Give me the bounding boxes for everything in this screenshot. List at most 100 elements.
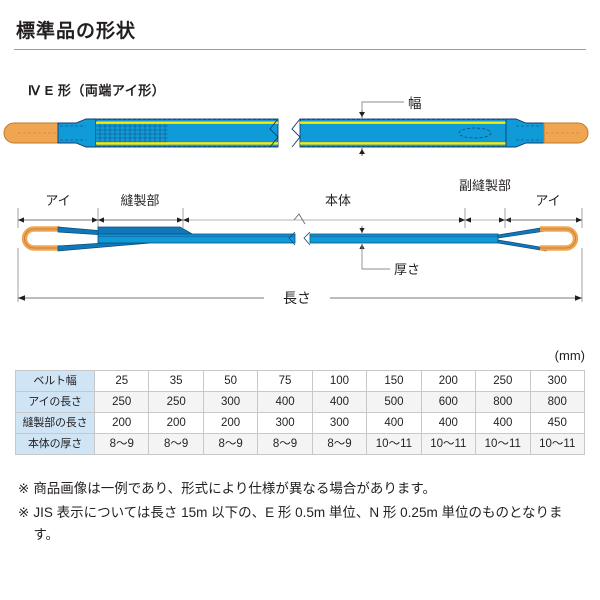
title-divider: [14, 49, 586, 50]
side-body-left-hl: [98, 235, 295, 238]
cell: 100: [311, 370, 368, 392]
dim-arrow-body-a: [183, 217, 189, 223]
thickness-arrow-top: [359, 228, 365, 233]
label-sub-sewn: 副縫製部: [459, 178, 511, 193]
cell: 450: [529, 412, 585, 434]
cell: 800: [529, 391, 585, 413]
row-header-belt-width: ベルト幅: [15, 370, 95, 392]
side-break-left: [288, 231, 296, 246]
length-label: 長さ: [283, 290, 311, 306]
cell: 300: [257, 412, 313, 434]
elevation-view: アイ 縫製部 本体 副縫製部 アイ: [17, 178, 583, 306]
cell: 800: [475, 391, 531, 413]
cell: 75: [257, 370, 313, 392]
plan-view: 幅: [3, 96, 589, 156]
cell: 400: [475, 412, 531, 434]
thickness-label: 厚さ: [394, 262, 420, 277]
table-row: アイの長さ 250 250 300 400 400 500 600 800 80…: [15, 391, 585, 413]
dim-arrow-sewn-a: [98, 217, 104, 223]
plan-stripe-bottom-right: [300, 142, 506, 145]
cell: 300: [311, 412, 368, 434]
plan-stitch-stripe-top: [96, 121, 168, 124]
cell: 8〜9: [148, 433, 204, 455]
cell: 8〜9: [202, 433, 259, 455]
side-right-eye-outline: [540, 228, 576, 249]
plan-webbing-right-seam: [302, 119, 504, 147]
length-arrow-left: [18, 295, 25, 301]
cell: 200: [148, 412, 204, 434]
dim-extension-lines: [17, 208, 583, 228]
plan-stitch-stripe-bottom: [96, 142, 168, 145]
plan-right-taper-seam: [516, 125, 542, 141]
cell: 50: [202, 370, 259, 392]
cell: 300: [529, 370, 585, 392]
note-mark-icon: ※: [18, 504, 30, 520]
plan-break-left: [269, 118, 279, 148]
cell: 500: [366, 391, 422, 413]
label-body: 本体: [325, 193, 351, 208]
cell: 8〜9: [311, 433, 368, 455]
label-eye-left: アイ: [45, 193, 70, 208]
cell: 250: [475, 370, 531, 392]
section-subtitle: Ⅳ E 形（両端アイ形）: [28, 83, 166, 98]
cell: 150: [366, 370, 422, 392]
cell: 250: [148, 391, 204, 413]
dim-arrow-sewn-b: [177, 217, 183, 223]
plan-break-right: [291, 118, 301, 148]
cell: 400: [257, 391, 313, 413]
dim-arrow-eye-right: [576, 217, 582, 223]
side-left-eye-outline: [24, 228, 60, 249]
cell: 200: [93, 412, 150, 434]
cell: 400: [366, 412, 422, 434]
width-arrow-top: [359, 112, 365, 117]
notes-section: ※ 商品画像は一例であり、形式により仕様が異なる場合があります。 ※ JIS 表…: [18, 478, 588, 548]
row-header-eye-length: アイの長さ: [15, 391, 95, 413]
side-right-eye-loop: [540, 226, 579, 251]
dim-arrow-sub-b: [465, 217, 471, 223]
dim-arrow-eye-left-b: [92, 217, 98, 223]
row-header-body-thickness: 本体の厚さ: [15, 433, 95, 455]
cell: 8〜9: [93, 433, 150, 455]
note-text: 商品画像は一例であり、形式により仕様が異なる場合があります。: [33, 481, 437, 496]
dim-body-break: [293, 213, 306, 225]
specification-table: ベルト幅 25 35 50 75 100 150 200 250 300 アイの…: [15, 370, 585, 455]
cell: 10〜11: [420, 433, 477, 455]
sling-diagram: 幅 アイ 縫製部 本体: [3, 96, 589, 306]
note-item: ※ 商品画像は一例であり、形式により仕様が異なる場合があります。: [18, 478, 588, 500]
cell: 10〜11: [475, 433, 531, 455]
table-row: ベルト幅 25 35 50 75 100 150 200 250 300: [15, 370, 585, 392]
note-item: ※ JIS 表示については長さ 15m 以下の、E 形 0.5m 単位、N 形 …: [18, 502, 588, 546]
plan-stripe-bottom-left: [96, 142, 278, 145]
side-body-right-hl: [310, 235, 498, 238]
table-unit-label: (mm): [554, 348, 585, 363]
side-body-right: [309, 233, 499, 244]
plan-stitch-block: [96, 122, 168, 144]
row-header-sewn-length: 縫製部の長さ: [15, 412, 95, 434]
length-arrow-right: [575, 295, 582, 301]
cell: 200: [420, 370, 477, 392]
plan-sub-sewn-oval: [458, 127, 492, 139]
cell: 400: [420, 412, 477, 434]
cell: 400: [311, 391, 368, 413]
cell: 200: [202, 412, 259, 434]
width-arrow-bottom: [359, 149, 365, 154]
cell: 8〜9: [257, 433, 313, 455]
label-sewn: 縫製部: [120, 193, 159, 208]
plan-stripe-top-right: [300, 121, 506, 124]
cell: 600: [420, 391, 477, 413]
dim-arrow-eye-left-a: [18, 217, 24, 223]
width-label: 幅: [408, 96, 422, 111]
cell: 250: [93, 391, 150, 413]
side-right-strap-upper: [497, 226, 547, 239]
cell: 25: [93, 370, 150, 392]
table-row: 縫製部の長さ 200 200 200 300 300 400 400 400 4…: [15, 412, 585, 434]
side-left-eye-loop: [21, 226, 60, 251]
plan-stripe-top-left: [96, 121, 278, 124]
label-eye-right: アイ: [535, 193, 560, 208]
length-extension-lines: [17, 248, 583, 302]
cell: 300: [202, 391, 259, 413]
dim-arrow-sub-c: [499, 217, 505, 223]
thickness-leader: [361, 245, 390, 270]
table-row: 本体の厚さ 8〜9 8〜9 8〜9 8〜9 8〜9 10〜11 10〜11 10…: [15, 433, 585, 455]
